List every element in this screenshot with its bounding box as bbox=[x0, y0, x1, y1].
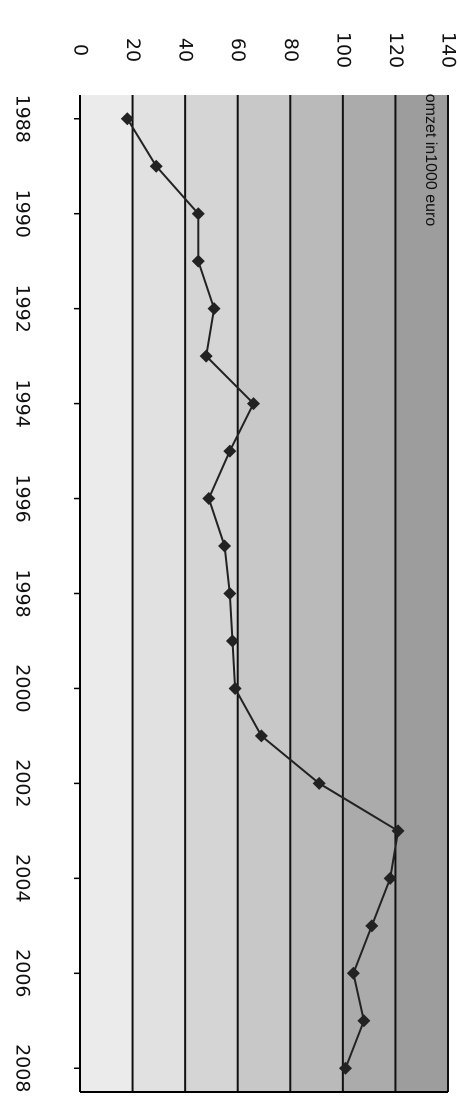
data-point bbox=[218, 539, 232, 553]
year-tick: 1994 bbox=[12, 379, 34, 427]
series-markers bbox=[120, 112, 405, 1075]
year-tick-label: 1992 bbox=[12, 284, 34, 332]
data-point bbox=[223, 587, 237, 600]
value-tick-label: 140 bbox=[438, 32, 458, 68]
data-point bbox=[225, 634, 239, 648]
value-tick: 60 bbox=[227, 38, 249, 62]
data-point bbox=[223, 444, 237, 458]
value-tick-label: 60 bbox=[227, 38, 249, 62]
value-axis-ticks: 0 20 40 60 80 100 120 140 bbox=[70, 32, 458, 68]
background-band bbox=[342, 95, 396, 1092]
background-band bbox=[237, 95, 291, 1092]
value-tick: 120 bbox=[385, 32, 407, 68]
year-tick: 1990 bbox=[12, 190, 34, 238]
data-point bbox=[199, 349, 213, 363]
value-tick: 80 bbox=[280, 38, 302, 62]
value-tick-label: 0 bbox=[70, 44, 92, 56]
year-tick: 2000 bbox=[12, 664, 34, 712]
data-point bbox=[357, 1014, 371, 1028]
data-point bbox=[207, 302, 221, 316]
legend: omzet in1000 euro bbox=[422, 94, 439, 227]
data-point bbox=[191, 207, 205, 221]
value-tick-label: 120 bbox=[385, 32, 407, 68]
data-point bbox=[202, 492, 216, 506]
value-tick-label: 40 bbox=[175, 38, 197, 62]
background-band bbox=[290, 95, 343, 1092]
value-tick: 140 bbox=[438, 32, 458, 68]
value-tick: 100 bbox=[332, 32, 354, 68]
value-tick: 0 bbox=[70, 44, 92, 56]
data-point bbox=[120, 112, 134, 126]
year-tick: 1992 bbox=[12, 284, 34, 332]
year-tick-label: 2004 bbox=[12, 854, 34, 902]
data-point bbox=[383, 871, 397, 885]
year-tick: 2004 bbox=[12, 854, 34, 902]
year-tick: 1998 bbox=[12, 569, 34, 617]
data-point bbox=[346, 966, 360, 980]
year-tick-label: 2006 bbox=[12, 949, 34, 997]
background-band bbox=[80, 95, 133, 1092]
year-axis-ticks: 1988 1990 1992 1994 1996 1998 2000 2002 2004 2006… bbox=[12, 95, 80, 1092]
year-tick: 2002 bbox=[12, 759, 34, 807]
data-point bbox=[246, 397, 260, 411]
year-tick-label: 1996 bbox=[12, 474, 34, 522]
year-tick: 2006 bbox=[12, 949, 34, 997]
year-tick-label: 1988 bbox=[12, 95, 34, 143]
value-tick-label: 80 bbox=[280, 38, 302, 62]
year-tick: 1988 bbox=[12, 95, 34, 143]
background-bands bbox=[80, 95, 448, 1092]
background-band bbox=[132, 95, 186, 1092]
year-tick-label: 2008 bbox=[12, 1044, 34, 1092]
data-point bbox=[391, 824, 405, 838]
data-point bbox=[365, 919, 379, 933]
year-tick-label: 1990 bbox=[12, 190, 34, 238]
year-tick-label: 1998 bbox=[12, 569, 34, 617]
data-point bbox=[228, 681, 242, 695]
data-point bbox=[149, 159, 163, 173]
value-tick: 40 bbox=[175, 38, 197, 62]
legend-label: omzet in1000 euro bbox=[422, 94, 439, 227]
year-tick-label: 1994 bbox=[12, 379, 34, 427]
data-point bbox=[312, 776, 326, 790]
data-point bbox=[338, 1061, 352, 1075]
year-tick-label: 2000 bbox=[12, 664, 34, 712]
value-tick-label: 100 bbox=[332, 32, 354, 68]
background-band bbox=[395, 95, 448, 1092]
year-tick-label: 2002 bbox=[12, 759, 34, 807]
value-tick-label: 20 bbox=[122, 38, 144, 62]
value-tick: 20 bbox=[122, 38, 144, 62]
data-point bbox=[254, 729, 268, 743]
year-tick: 1996 bbox=[12, 474, 34, 522]
data-point bbox=[191, 254, 205, 268]
year-tick: 2008 bbox=[12, 1044, 34, 1092]
